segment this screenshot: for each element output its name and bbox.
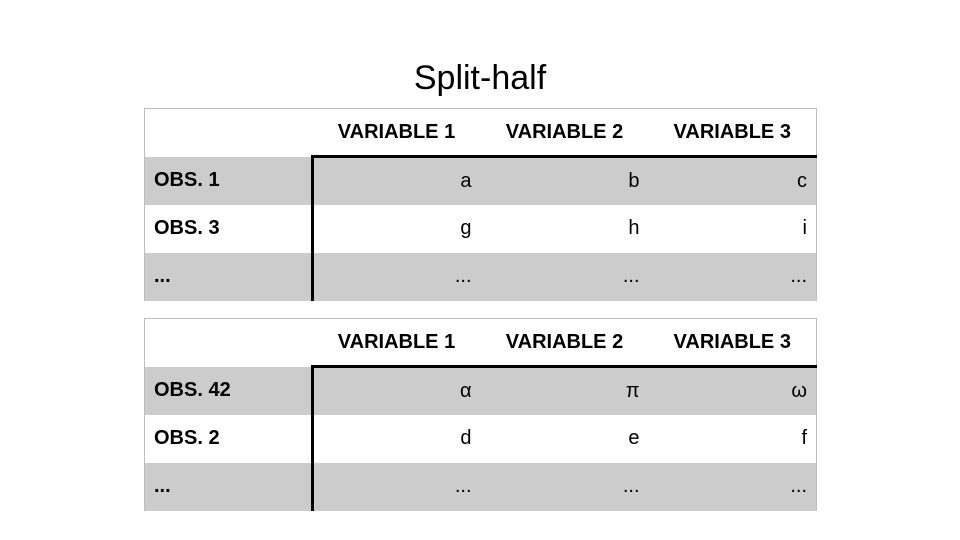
table-row: OBS. 2 d e f: [144, 414, 817, 463]
table-cell: h: [480, 204, 649, 253]
table-cell: e: [480, 414, 649, 463]
table-cell: i: [648, 204, 817, 253]
table-cell: ...: [480, 462, 649, 511]
table-cell: π: [480, 365, 649, 415]
header-variable-2: VARIABLE 2: [480, 318, 649, 367]
table-cell: d: [311, 414, 481, 463]
table-cell: α: [311, 365, 481, 415]
table-cell: c: [648, 155, 817, 205]
split-table-top: VARIABLE 1 VARIABLE 2 VARIABLE 3 OBS. 1 …: [144, 108, 817, 301]
table-cell: ...: [311, 462, 481, 511]
table-cell: ...: [648, 252, 817, 301]
row-label: OBS. 2: [144, 414, 313, 463]
table-row: OBS. 42 α π ω: [144, 365, 817, 415]
table-cell: ω: [648, 365, 817, 415]
header-variable-2: VARIABLE 2: [480, 108, 649, 157]
table-header-row: VARIABLE 1 VARIABLE 2 VARIABLE 3: [144, 318, 817, 367]
table-cell: f: [648, 414, 817, 463]
header-variable-1: VARIABLE 1: [312, 108, 481, 157]
row-label: ...: [144, 252, 313, 301]
table-row: OBS. 1 a b c: [144, 155, 817, 205]
row-label: ...: [144, 462, 313, 511]
table-cell: ...: [480, 252, 649, 301]
row-label: OBS. 42: [144, 366, 313, 415]
table-cell: ...: [648, 462, 817, 511]
row-label: OBS. 1: [144, 156, 313, 205]
table-row: ... ... ... ...: [144, 252, 817, 301]
row-label: OBS. 3: [144, 204, 313, 253]
header-variable-3: VARIABLE 3: [648, 108, 817, 157]
table-header-row: VARIABLE 1 VARIABLE 2 VARIABLE 3: [144, 108, 817, 157]
split-table-bottom: VARIABLE 1 VARIABLE 2 VARIABLE 3 OBS. 42…: [144, 318, 817, 511]
header-variable-3: VARIABLE 3: [648, 318, 817, 367]
table-cell: ...: [311, 252, 481, 301]
table-row: ... ... ... ...: [144, 462, 817, 511]
header-variable-1: VARIABLE 1: [312, 318, 481, 367]
table-cell: a: [311, 155, 481, 205]
header-corner: [144, 108, 313, 157]
table-cell: b: [480, 155, 649, 205]
table-row: OBS. 3 g h i: [144, 204, 817, 253]
table-cell: g: [311, 204, 481, 253]
page-title: Split-half: [413, 59, 547, 97]
header-corner: [144, 318, 313, 367]
